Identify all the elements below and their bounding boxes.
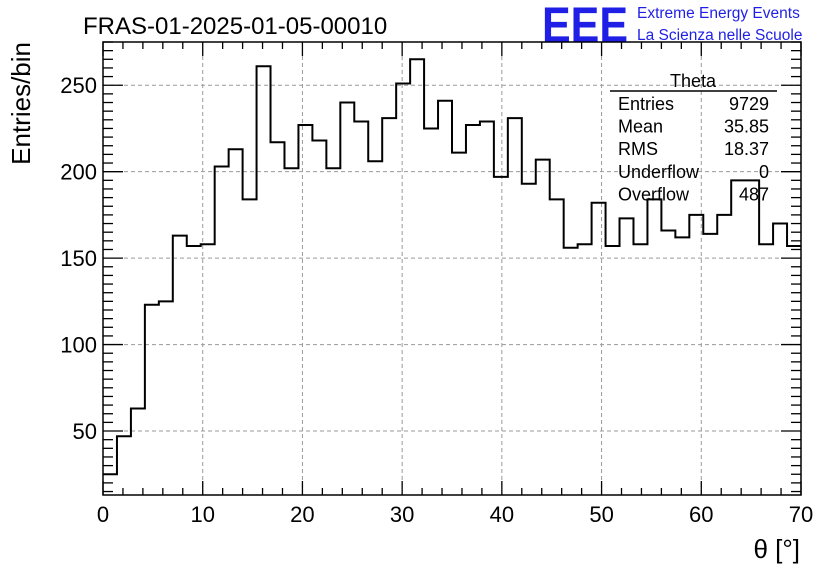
x-tick-labels: 0 10 20 30 40 50 60 70 xyxy=(97,502,813,527)
histogram-bin xyxy=(536,160,550,495)
x-tick-label: 60 xyxy=(689,502,713,527)
logo-text: EEE xyxy=(542,0,628,53)
histogram-bin xyxy=(592,203,606,495)
stats-value: 18.37 xyxy=(724,139,769,159)
stats-label: RMS xyxy=(618,139,658,159)
histogram-bin xyxy=(689,215,703,495)
histogram-bin xyxy=(773,224,787,495)
y-tick-label: 50 xyxy=(73,419,97,444)
y-tick-label: 250 xyxy=(60,73,97,98)
stats-title: Theta xyxy=(670,71,717,91)
stats-value: 35.85 xyxy=(724,117,769,137)
histogram-bin xyxy=(522,184,536,495)
histogram-outline xyxy=(103,58,801,476)
y-tick-label: 100 xyxy=(60,333,97,358)
histogram-bin xyxy=(703,234,717,495)
histogram-bin xyxy=(243,199,257,495)
histogram-bin xyxy=(647,199,661,495)
histogram-bin xyxy=(633,244,647,495)
logo-line-2: La Scienza nelle Scuole xyxy=(637,27,802,44)
y-tick-labels: 50 100 150 200 250 xyxy=(60,73,97,444)
stats-value: 487 xyxy=(739,184,769,204)
eee-logo: EEE Extreme Energy Events La Scienza nel… xyxy=(542,0,802,53)
x-tick-label: 10 xyxy=(190,502,214,527)
histogram-bin xyxy=(452,153,466,495)
histogram-bin xyxy=(494,177,508,495)
grid xyxy=(103,42,801,495)
histogram-bin xyxy=(466,125,480,495)
x-tick-label: 30 xyxy=(390,502,414,527)
histogram-bin xyxy=(187,246,201,495)
stats-value: 0 xyxy=(759,162,769,182)
histogram-bin xyxy=(271,142,285,495)
histogram-bin xyxy=(215,166,229,495)
histogram-bin xyxy=(326,168,340,495)
histogram-bin xyxy=(424,128,438,495)
histogram-bin xyxy=(620,218,634,495)
stats-label: Underflow xyxy=(618,162,700,182)
histogram-bin xyxy=(257,66,271,495)
histogram-bin xyxy=(550,199,564,495)
histogram-bin xyxy=(354,122,368,495)
plot-title: FRAS-01-2025-01-05-00010 xyxy=(83,13,387,40)
x-tick-label: 0 xyxy=(97,502,109,527)
stats-label: Overflow xyxy=(618,184,690,204)
histogram-bin xyxy=(675,237,689,495)
y-axis-title: Entries/bin xyxy=(6,42,36,165)
histogram-bin xyxy=(759,244,773,495)
histogram-bin xyxy=(340,103,354,495)
histogram-bin xyxy=(508,118,522,495)
histogram-bin xyxy=(201,244,215,495)
histogram-bin xyxy=(396,83,410,495)
x-tick-label: 70 xyxy=(789,502,813,527)
stats-box: Theta Entries 9729 Mean 35.85 RMS 18.37 Underf… xyxy=(610,71,777,204)
histogram-bin xyxy=(117,436,131,495)
histogram-bin xyxy=(382,118,396,495)
histogram-bin xyxy=(312,141,326,495)
histogram-bin xyxy=(410,59,424,495)
histogram-bin xyxy=(717,215,731,495)
axis-ticks xyxy=(102,41,802,495)
histogram-bin xyxy=(564,248,578,495)
x-tick-label: 50 xyxy=(589,502,613,527)
histogram-bin xyxy=(145,305,159,495)
x-tick-label: 20 xyxy=(290,502,314,527)
histogram-bin xyxy=(368,161,382,495)
histogram-bin xyxy=(284,168,298,495)
stats-label: Entries xyxy=(618,94,674,114)
x-axis-title: θ [°] xyxy=(753,534,800,564)
histogram-bin xyxy=(745,180,759,495)
logo-line-1: Extreme Energy Events xyxy=(637,5,800,22)
stats-rows: Entries 9729 Mean 35.85 RMS 18.37 Underflow 0 Ov… xyxy=(618,94,769,204)
histogram-bin xyxy=(173,236,187,495)
histogram-bin xyxy=(731,180,745,495)
histogram-bin xyxy=(480,122,494,495)
histogram-bin xyxy=(438,101,452,495)
stats-value: 9729 xyxy=(729,94,769,114)
histogram-bin xyxy=(229,149,243,495)
histogram-bins xyxy=(103,58,801,495)
histogram-bin xyxy=(606,246,620,495)
plot-frame xyxy=(102,41,802,496)
histogram-bin xyxy=(159,301,173,495)
histogram-bin xyxy=(661,230,675,495)
histogram-bin xyxy=(298,125,312,495)
y-tick-label: 150 xyxy=(60,246,97,271)
histogram-bin xyxy=(131,409,145,495)
stats-label: Mean xyxy=(618,117,663,137)
histogram-bin xyxy=(578,244,592,495)
y-tick-label: 200 xyxy=(60,160,97,185)
x-tick-label: 40 xyxy=(490,502,514,527)
